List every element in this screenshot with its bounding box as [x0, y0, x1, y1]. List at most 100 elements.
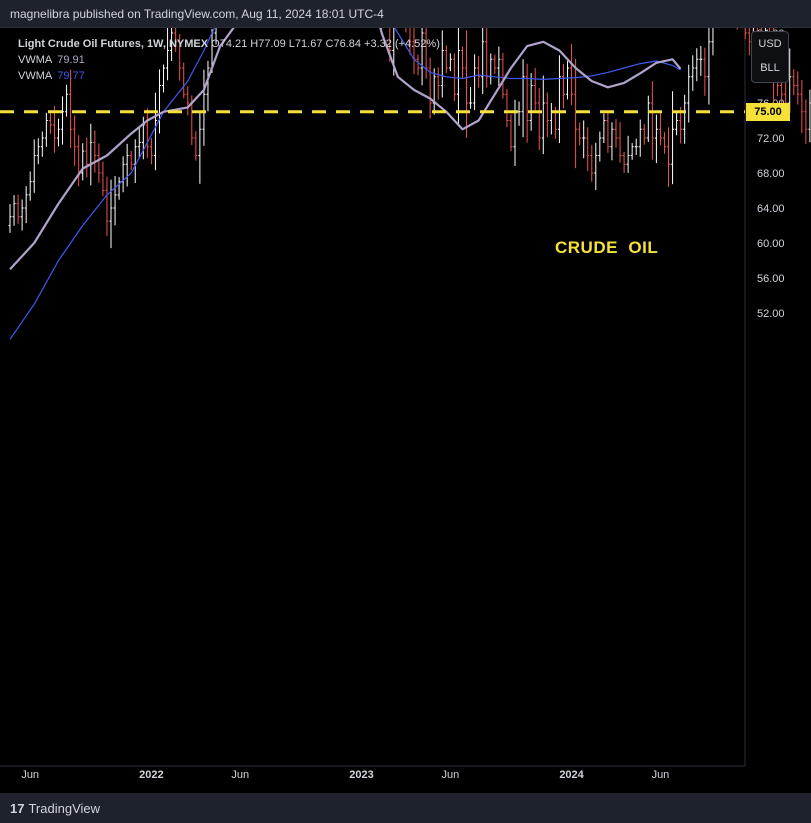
- ohlc-bar: [570, 43, 574, 106]
- x-tick-label: 2022: [139, 769, 163, 781]
- ohlc-bar: [683, 94, 687, 144]
- ohlc-bar: [416, 54, 420, 76]
- legend-vwma2[interactable]: VWMA 79.77: [18, 68, 440, 84]
- symbol-title[interactable]: Light Crude Oil Futures, 1W, NYMEX: [18, 38, 209, 50]
- ohlc-bar: [440, 30, 444, 98]
- ohlc-bar: [481, 28, 485, 95]
- ohlc-values: O74.21 H77.09 L71.67 C76.84 +3.32 (+4.52…: [211, 38, 440, 50]
- x-tick-label: Jun: [652, 769, 670, 781]
- y-tick-label: 68.00: [757, 168, 785, 180]
- ohlc-bar: [20, 199, 24, 231]
- ohlc-bar: [513, 99, 517, 167]
- ohlc-bar: [170, 28, 174, 61]
- x-tick-label: 2024: [559, 769, 584, 781]
- ohlc-bar: [85, 137, 89, 178]
- ohlc-bar: [182, 62, 186, 99]
- ohlc-bar: [48, 110, 52, 134]
- ohlc-bar: [97, 143, 101, 183]
- vwma2-line: [9, 28, 681, 340]
- ohlc-bar: [699, 45, 703, 76]
- tradingview-logo[interactable]: 17 TradingView: [10, 801, 100, 816]
- ohlc-bar: [214, 28, 217, 45]
- ohlc-bar: [477, 55, 481, 88]
- hline-price-tag: 75.00: [746, 102, 790, 121]
- ohlc-bar: [409, 28, 412, 55]
- ohlc-bar: [206, 60, 210, 112]
- ohlc-bar: [444, 45, 448, 74]
- ohlc-bar: [566, 60, 570, 100]
- ohlc-bar: [125, 143, 129, 187]
- ohlc-bar: [40, 131, 44, 157]
- ohlc-bar: [424, 28, 428, 79]
- legend-title-line: Light Crude Oil Futures, 1W, NYMEX O74.2…: [18, 36, 440, 52]
- ohlc-bar: [16, 194, 20, 224]
- ohlc-bar: [501, 53, 505, 99]
- ohlc-bar: [796, 71, 800, 105]
- ohlc-bar: [194, 131, 198, 161]
- ohlc-bar: [618, 122, 622, 163]
- ohlc-bar: [545, 92, 549, 138]
- ohlc-bar: [654, 114, 658, 164]
- ohlc-bar: [465, 30, 469, 138]
- ohlc-bar: [149, 137, 153, 165]
- ohlc-bar: [69, 69, 73, 148]
- ohlc-bar: [493, 54, 497, 74]
- x-tick-label: Jun: [21, 769, 39, 781]
- ohlc-bar: [509, 114, 513, 152]
- ohlc-bar: [186, 86, 190, 116]
- ohlc-bar: [691, 55, 695, 91]
- ohlc-bar: [36, 138, 40, 165]
- ohlc-bar: [485, 28, 489, 88]
- x-tick-label: 2023: [349, 769, 373, 781]
- ohlc-bar: [598, 131, 602, 162]
- y-tick-label: 72.00: [757, 133, 785, 145]
- ohlc-bar: [89, 123, 93, 186]
- ohlc-bar: [703, 47, 707, 96]
- unit-label[interactable]: BLL: [760, 62, 780, 74]
- ohlc-bar: [658, 112, 662, 146]
- ohlc-bar: [460, 46, 464, 79]
- ohlc-bar: [517, 101, 521, 126]
- ohlc-bar: [469, 87, 473, 109]
- ohlc-bar: [489, 53, 493, 85]
- ohlc-bar: [133, 139, 137, 184]
- vwma1-value: 79.91: [57, 54, 85, 66]
- publish-header: magnelibra published on TradingView.com,…: [0, 0, 811, 28]
- ohlc-bar: [804, 99, 808, 144]
- ohlc-bar: [121, 156, 125, 193]
- ohlc-bar: [129, 150, 133, 171]
- ohlc-bar: [650, 81, 654, 160]
- y-tick-label: 56.00: [757, 273, 785, 285]
- legend-vwma1[interactable]: VWMA 79.91: [18, 52, 440, 68]
- ohlc-bar: [153, 92, 157, 171]
- ohlc-bar: [198, 112, 202, 184]
- ohlc-bar: [695, 48, 699, 82]
- chart-area[interactable]: 52.0056.0060.0064.0068.0072.0076.0080.00…: [0, 28, 811, 793]
- ohlc-bar: [586, 127, 590, 172]
- ohlc-bar: [792, 69, 796, 96]
- ohlc-bar: [800, 79, 804, 134]
- y-tick-label: 52.00: [757, 308, 785, 320]
- ohlc-bar: [73, 115, 77, 166]
- ohlc-bar: [626, 135, 630, 173]
- ohlc-bar: [105, 176, 109, 237]
- ohlc-bar: [541, 75, 545, 155]
- ohlc-bar: [202, 69, 206, 146]
- ohlc-bar: [389, 28, 392, 62]
- ohlc-bar: [28, 171, 32, 201]
- ohlc-bar: [174, 28, 178, 52]
- currency-unit-selector[interactable]: USD BLL: [751, 31, 789, 83]
- ohlc-bar: [667, 127, 671, 187]
- ohlc-bar: [65, 84, 69, 117]
- currency-label[interactable]: USD: [758, 38, 782, 50]
- ohlc-bar: [614, 118, 618, 148]
- ohlc-bar: [744, 28, 747, 40]
- ohlc-bar: [8, 204, 12, 233]
- ohlc-bar: [646, 95, 650, 142]
- ohlc-bar: [533, 67, 537, 111]
- ohlc-bar: [428, 57, 432, 119]
- ohlc-bar: [557, 55, 561, 144]
- ohlc-bar: [537, 87, 541, 150]
- price-chart[interactable]: 52.0056.0060.0064.0068.0072.0076.0080.00…: [0, 28, 811, 793]
- ohlc-bar: [675, 111, 679, 136]
